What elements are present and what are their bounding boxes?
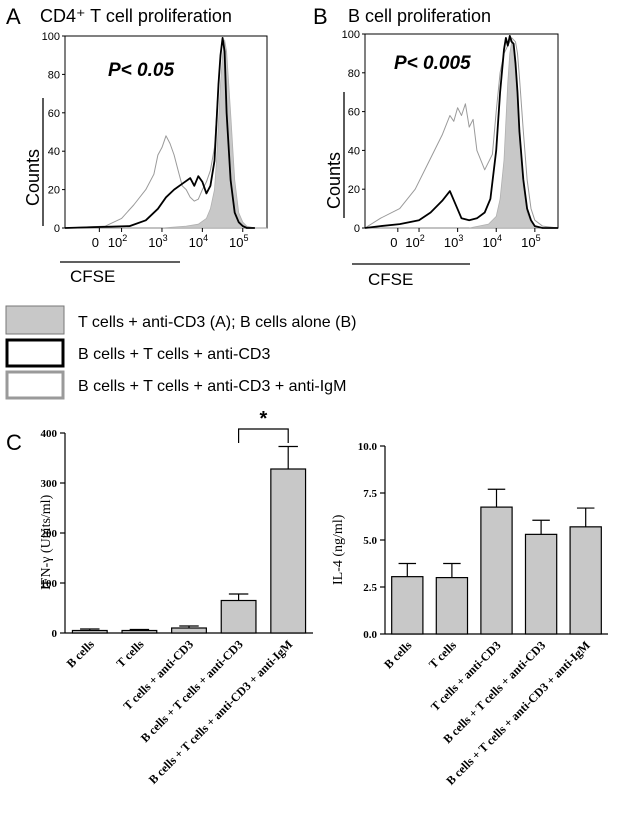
panel-letter-b: B (313, 4, 328, 29)
histogram-y-tick-label: 0 (54, 223, 60, 235)
histogram-series-filled (65, 39, 267, 229)
histogram-x-tick-label: 102 (108, 233, 127, 250)
histogram-y-tick-label: 40 (348, 145, 360, 157)
legend-label-black: B cells + T cells + anti-CD3 (78, 346, 270, 363)
histogram-y-tick-label: 80 (48, 69, 60, 81)
bar-chart-ifn-ylabel: IFN-γ (Units/ml) (39, 494, 54, 590)
bar (270, 468, 307, 634)
histogram-x-tick-label: 102 (405, 233, 424, 250)
bar-y-tick-label: 5.0 (363, 535, 377, 547)
bar-chart-il4-ylabel: IL-4 (ng/ml) (331, 514, 346, 585)
bar-category-label: B cells (64, 637, 97, 670)
histogram-x-tick-label: 104 (189, 233, 208, 250)
histogram-y-tick-label: 80 (348, 68, 360, 80)
histogram-x-tick-label: 103 (444, 233, 463, 250)
bar-y-tick-label: 2.5 (363, 582, 377, 594)
legend-swatch-black (5, 338, 65, 368)
panel-letter-a: A (6, 4, 21, 29)
histogram-a-annotation: P< 0.05 (108, 60, 174, 81)
histogram-y-tick-label: 0 (354, 223, 360, 235)
bar (480, 506, 513, 635)
bar-y-tick-label: 300 (41, 478, 58, 490)
bar-category-label: B cells (381, 638, 414, 671)
bar-category-label: B cells + T cells + anti-CD3 (138, 637, 246, 745)
bar-y-tick-label: 400 (41, 428, 58, 440)
panel-letter-c: C (6, 430, 22, 455)
legend-label-filled: T cells + anti-CD3 (A); B cells alone (B… (78, 314, 356, 331)
histogram-a-x-ticks: 0 102 103 104 105 (92, 228, 249, 250)
histogram-b-annotation: P< 0.005 (394, 53, 471, 74)
bar-y-tick-label: 0 (52, 628, 58, 640)
legend-swatch-gray (5, 370, 65, 400)
bar (171, 627, 207, 634)
histogram-b-title: B cell proliferation (348, 6, 491, 26)
histogram-a-y-ticks: 0 20 40 60 80 100 (42, 31, 65, 235)
histogram-a-ylabel: Counts (23, 149, 43, 206)
histogram-y-tick-label: 20 (48, 185, 60, 197)
bar-y-tick-label: 100 (41, 578, 58, 590)
bar-category-label: T cells (426, 638, 459, 671)
histogram-y-tick-label: 60 (48, 108, 60, 120)
histogram-x-tick-label: 105 (521, 233, 540, 250)
bar (435, 576, 469, 635)
histogram-a-title: CD4⁺ T cell proliferation (40, 6, 232, 26)
histogram-x-tick-label: 0 (92, 235, 99, 250)
histogram-y-tick-label: 40 (48, 146, 60, 158)
bar (391, 576, 424, 635)
histogram-a: 0 20 40 60 80 100 0 102 103 104 105 P< 0.05 Count… (23, 31, 268, 286)
histogram-series-black-outline (364, 35, 558, 229)
histogram-series-black-outline (64, 37, 255, 229)
histogram-b-xlabel: CFSE (368, 270, 413, 289)
histogram-a-xlabel: CFSE (70, 267, 115, 286)
legend: T cells + anti-CD3 (A); B cells alone (B… (5, 305, 356, 400)
bar-y-tick-label: 10.0 (358, 441, 378, 453)
bar-y-tick-label: 200 (41, 528, 58, 540)
histogram-x-tick-label: 105 (229, 233, 248, 250)
histogram-b-ylabel: Counts (324, 152, 344, 209)
significance-bracket (238, 428, 289, 443)
bar (121, 629, 158, 634)
histogram-b: 0 20 40 60 80 100 0 102 103 104 105 P< 0.005 Coun… (324, 29, 559, 289)
bar-y-tick-label: 7.5 (363, 488, 377, 500)
histogram-b-series (364, 35, 559, 229)
bar-y-tick-label: 0.0 (363, 629, 377, 641)
bar-category-label: T cells (113, 637, 146, 670)
legend-swatch-filled (5, 305, 65, 335)
bar (569, 526, 602, 635)
bar (71, 629, 108, 634)
histogram-x-tick-label: 0 (390, 235, 397, 250)
legend-label-gray: B cells + T cells + anti-CD3 + anti-IgM (78, 378, 346, 395)
bar (524, 533, 558, 635)
histogram-y-tick-label: 60 (348, 107, 360, 119)
histogram-y-tick-label: 20 (348, 184, 360, 196)
histogram-b-y-ticks: 0 20 40 60 80 100 (342, 29, 365, 235)
histogram-b-x-ticks: 0 102 103 104 105 (390, 228, 541, 250)
histogram-a-series (64, 37, 267, 229)
histogram-x-tick-label: 103 (148, 233, 167, 250)
histogram-y-tick-label: 100 (342, 29, 360, 41)
bar (220, 599, 257, 634)
histogram-x-tick-label: 104 (482, 233, 501, 250)
significance-star: * (260, 408, 268, 430)
histogram-y-tick-label: 100 (42, 31, 60, 43)
histogram-series-gray-outline (364, 37, 559, 229)
